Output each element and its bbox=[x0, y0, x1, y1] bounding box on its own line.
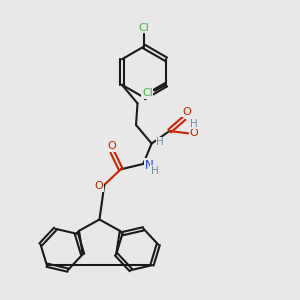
Text: O: O bbox=[182, 107, 191, 117]
Text: N: N bbox=[145, 159, 154, 172]
Text: H: H bbox=[156, 137, 164, 147]
Text: O: O bbox=[189, 128, 198, 138]
Text: H: H bbox=[151, 166, 158, 176]
Text: H: H bbox=[190, 119, 197, 129]
Text: O: O bbox=[107, 141, 116, 151]
Text: O: O bbox=[94, 181, 103, 191]
Text: Cl: Cl bbox=[142, 88, 153, 98]
Text: Cl: Cl bbox=[139, 23, 149, 33]
